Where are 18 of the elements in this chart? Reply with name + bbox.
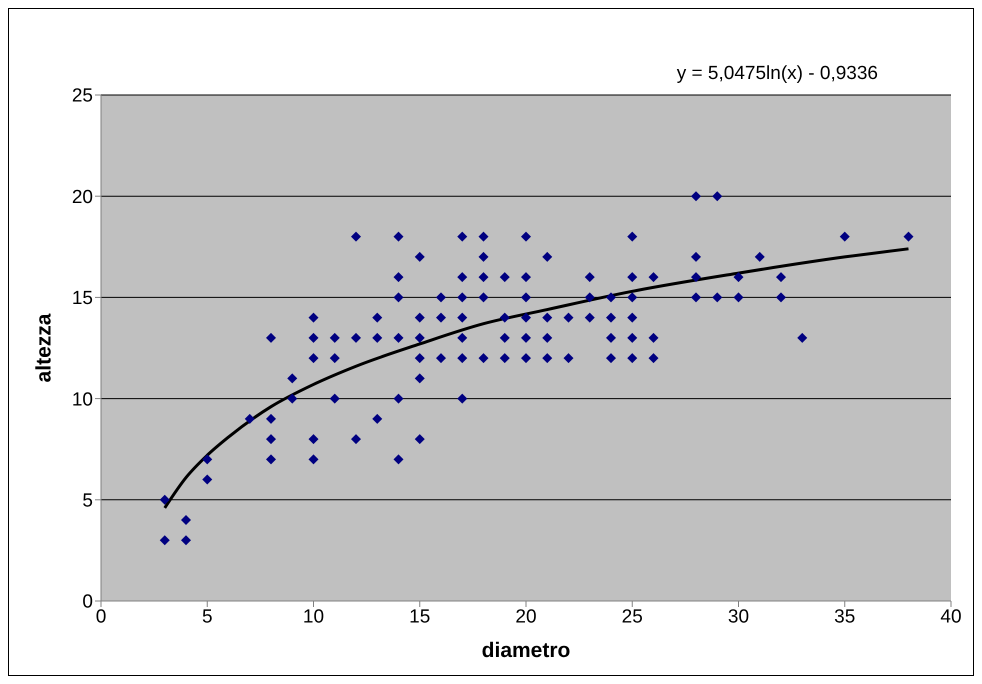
y-tick-label: 10 bbox=[72, 389, 93, 410]
x-axis-title: diametro bbox=[482, 639, 570, 662]
x-tick-label: 0 bbox=[96, 606, 106, 628]
y-tick-label: 15 bbox=[72, 288, 93, 310]
y-tick-label: 20 bbox=[72, 186, 93, 208]
x-tick-label: 30 bbox=[728, 606, 750, 628]
y-tick-label: 0 bbox=[82, 592, 93, 613]
x-tick-label: 10 bbox=[302, 606, 324, 628]
x-tick-label: 40 bbox=[940, 606, 962, 628]
x-tick-label: 25 bbox=[622, 606, 643, 628]
y-tick-label: 25 bbox=[72, 86, 93, 107]
x-tick-label: 20 bbox=[515, 606, 537, 628]
y-axis-title: altezza bbox=[32, 313, 56, 382]
x-tick-label: 5 bbox=[202, 606, 213, 628]
y-tick-label: 5 bbox=[82, 490, 93, 512]
x-tick-label: 35 bbox=[834, 606, 856, 628]
x-tick-label: 15 bbox=[409, 606, 430, 628]
text: y = 5,0475ln(x) - 0,9336 bbox=[676, 63, 878, 85]
